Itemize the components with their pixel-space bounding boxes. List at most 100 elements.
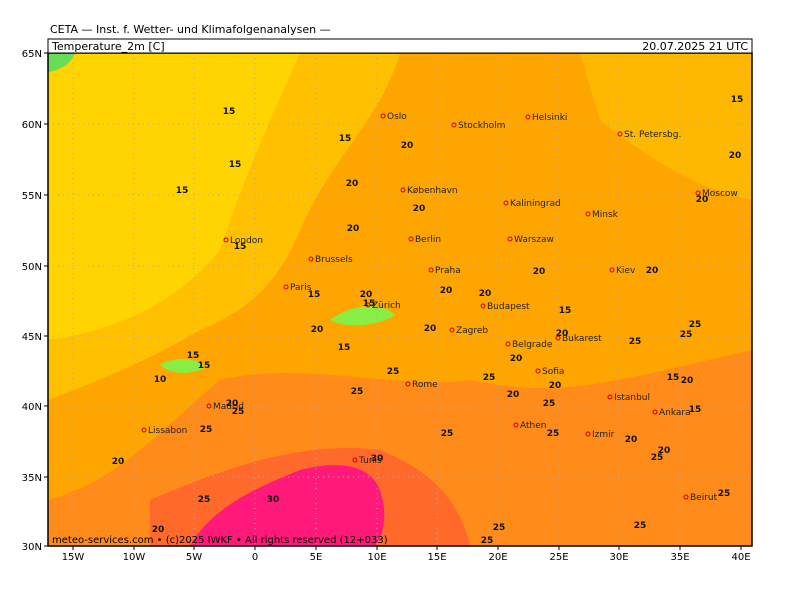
contour-label: 30 [267,495,280,505]
city-marker [525,114,531,120]
city-name: Rome [412,380,438,390]
contour-label: 20 [347,224,360,234]
city-marker [223,237,229,243]
city-marker [609,267,615,273]
contour-label: 25 [483,373,496,383]
city-name: Madrid [213,402,244,412]
lat-label: 35N [22,473,42,484]
city-marker [308,256,314,262]
contour-label: 25 [232,407,245,417]
contour-label: 20 [424,324,437,334]
city-name: St. Petersbg. [624,130,681,140]
contour-label: 20 [681,376,694,386]
city-marker [451,122,457,128]
contour-label: 15 [731,95,744,105]
city-marker [480,303,486,309]
city-marker [405,381,411,387]
contour-label: 25 [680,330,693,340]
lon-label: 5W [186,552,202,563]
lon-label: 0 [252,552,258,563]
contour-label: 15 [339,134,352,144]
contour-label: 15 [363,299,376,309]
city-marker [283,284,289,290]
city-name: Budapest [487,302,530,312]
contour-label: 20 [413,204,426,214]
contour-label: 20 [440,286,453,296]
contour-label: 20 [549,381,562,391]
cities: Oslo Stockholm Helsinki St. Petersbg. Moscow… [141,112,738,503]
city-name: Minsk [592,210,619,220]
contour-label: 25 [493,523,506,533]
lat-label: 50N [22,262,42,273]
city-name: Praha [435,266,461,276]
city-name: Kiev [616,266,636,276]
city-marker [652,409,658,415]
contour-label: 20 [112,457,125,467]
contour-label: 15 [308,290,321,300]
city-name: Warszaw [514,235,554,245]
city-marker [400,187,406,193]
contour-label: 15 [223,107,236,117]
lon-label: 20E [488,552,507,563]
contour-label: 25 [547,429,560,439]
lat-label: 40N [22,402,42,413]
city-name: Kaliningrad [510,199,561,209]
contour-label: 20 [479,289,492,299]
lon-label: 30E [609,552,628,563]
contour-label: 15 [234,242,247,252]
city-marker [695,190,701,196]
contour-label: 20 [533,267,546,277]
lat-label: 55N [22,191,42,202]
lat-label: 45N [22,332,42,343]
city-name: Sofia [542,367,564,377]
city-name: Oslo [387,112,407,122]
contour-label: 25 [200,425,213,435]
lon-label: 35E [670,552,689,563]
lon-label: 5E [310,552,323,563]
contour-label: 25 [629,337,642,347]
city-marker [365,302,371,308]
city-name: Berlin [415,235,441,245]
contour-label: 20 [510,354,523,364]
contour-label: 25 [718,489,731,499]
header-title: CETA — Inst. f. Wetter- und Klimafolgena… [50,23,331,36]
contour-label: 25 [481,536,494,546]
contour-label: 20 [346,179,359,189]
city-marker [683,494,689,500]
city-name: Stockholm [458,121,505,131]
city-name: Beirut [690,493,718,503]
contour-label: 15 [559,306,572,316]
footer-credit: meteo-services.com • (c)2025 IWKF • All … [52,535,388,546]
city-name: Zürich [372,301,401,311]
contour-label: 20 [360,290,373,300]
contour-label: 15 [229,160,242,170]
contour-label: 25 [441,429,454,439]
contour-label: 15 [198,361,211,371]
graticule [48,53,752,546]
contour-label: 10 [154,375,167,385]
city-marker [449,327,455,333]
contour-label: 15 [176,186,189,196]
contour-label: 25 [651,453,664,463]
contour-label: 20 [556,329,569,339]
contour-label: 15 [338,343,351,353]
lon-label: 15E [427,552,446,563]
contour-label: 15 [187,351,200,361]
contour-label: 20 [507,390,520,400]
city-name: København [407,186,458,196]
city-marker [428,267,434,273]
city-name: Bukarest [562,334,602,344]
city-name: Lissabon [148,426,187,436]
contour-label: 20 [401,141,414,151]
contour-label: 20 [311,325,324,335]
city-name: Brussels [315,255,353,265]
contour-label: 15 [667,373,680,383]
city-name: Belgrade [512,340,553,350]
lat-label: 60N [22,120,42,131]
field-title: Temperature_2m [C] [51,40,165,53]
title-bar [47,38,753,54]
lon-label: 10W [123,552,146,563]
city-name: Zagreb [456,326,488,336]
